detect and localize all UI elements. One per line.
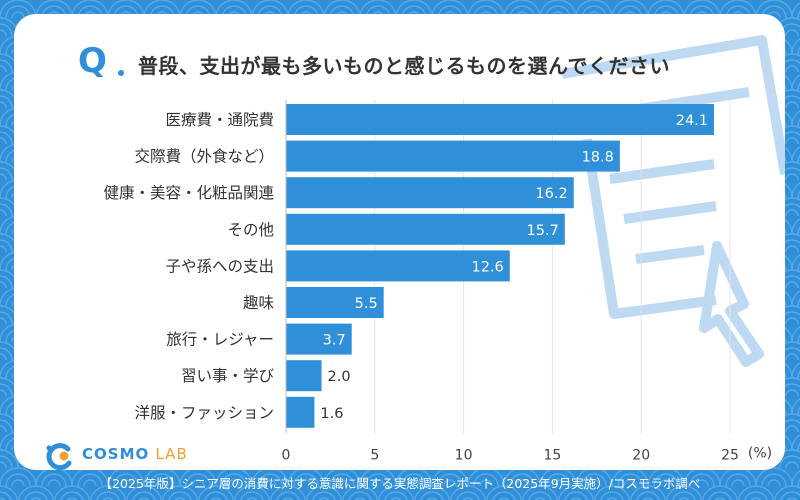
x-tick-label: 10 [455,447,473,463]
bar [286,396,315,428]
logo-suffix: LAB [155,445,188,463]
bar [286,360,322,392]
chart-card: Q 普段、支出が最も多いものと感じるものを選んでください 0 5 10 15 20 25 (… [14,14,785,470]
x-axis-unit-label: (%) [748,445,772,461]
category-label: 習い事・学び [181,367,275,385]
bar [286,323,352,355]
source-footer: 【2025年版】シニア層の消費に対する意識に関する実態調査レポート（2025年9… [99,476,701,491]
bar [286,140,620,172]
category-label: 交際費（外食など） [134,148,274,166]
x-tick-label: 20 [632,447,650,463]
category-label: 趣味 [243,294,274,312]
value-label: 5.5 [355,296,378,312]
value-label: 3.7 [323,333,346,349]
value-label: 16.2 [535,186,567,202]
value-label: 2.0 [328,369,351,385]
question-marker-dot [118,70,124,76]
cosmo-lab-logo: COSMO LAB [42,442,187,470]
question-marker: Q [78,41,107,81]
x-tick-label: 25 [721,447,739,463]
value-label: 15.7 [527,223,559,239]
value-label: 12.6 [471,259,503,275]
logo-mark-icon [46,443,72,470]
value-label: 1.6 [320,406,343,422]
question-title: 普段、支出が最も多いものと感じるものを選んでください [138,54,670,78]
logo-brand: COSMO [82,445,150,463]
category-label: 医療費・通院費 [165,110,274,129]
bar [286,177,574,209]
bar [286,104,715,135]
x-tick-label: 0 [282,447,291,463]
value-label: 24.1 [676,113,708,129]
value-label: 18.8 [582,150,614,166]
x-tick-label: 5 [370,447,379,463]
category-label: 旅行・レジャー [166,331,274,349]
category-label: 洋服・ファッション [134,404,274,422]
bar [286,287,384,318]
category-label: 健康・美容・化粧品関連 [103,184,274,202]
x-tick-label: 15 [543,447,561,463]
bar [286,213,565,245]
bar-chart: 0 5 10 15 20 25 (%) 医療費・通院費 24.1 交際費（外食など） 18.8 健康・… [103,100,772,463]
category-label: 子や孫への支出 [165,257,274,275]
logo-text: COSMO LAB [82,445,188,463]
category-label: その他 [227,221,274,239]
bar [286,250,510,282]
